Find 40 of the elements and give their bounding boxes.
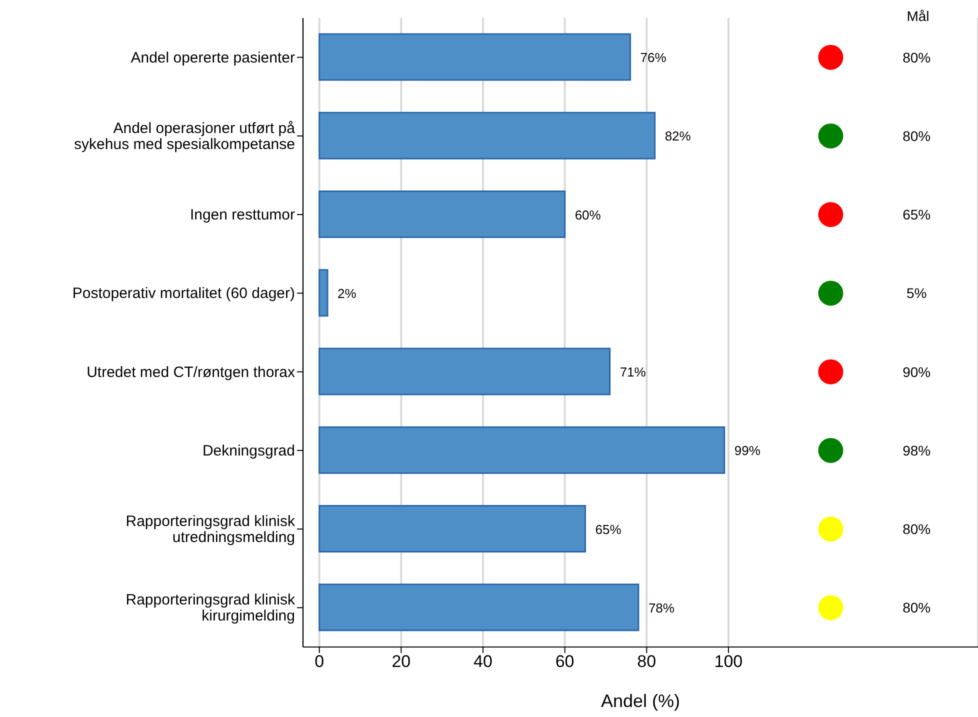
data-label: 99% [734,443,761,458]
y-tick-label: Andel operasjoner utført på sykehus med spesialkompetanse [74,120,296,153]
annotation: 80% [902,128,931,144]
bar [318,190,566,238]
x-tick-label: 60 [555,652,574,672]
x-tick-label: 40 [474,652,492,672]
annotation: 5% [906,285,927,302]
annotation: 80% [902,600,931,616]
y-tick-label: Postoperativ mortalitet (60 dager) [72,285,295,302]
x-axis-title: Andel (%) [600,691,680,711]
data-label: 78% [648,600,675,616]
data-label: 82% [664,128,692,144]
bar [318,584,640,632]
y-tick-label: Rapporteringsgrad klinisk kirurgimelding [126,592,296,625]
bar [318,505,586,552]
x-tick-label: 80 [637,652,656,672]
y-tick-label: Dekningsgrad [202,442,295,460]
bar [318,348,611,396]
x-tick-label: 0 [314,652,324,672]
data-label: 76% [640,50,667,65]
annotation: 80% [902,521,931,538]
data-label: 2% [338,286,357,301]
bar [318,269,328,317]
data-label: 60% [574,207,602,222]
annotation: 90% [902,364,931,380]
x-tick-label: 100 [714,652,743,672]
bar [318,112,656,160]
annotation: Mål [906,8,930,24]
annotation: 98% [902,442,931,458]
y-tick-label: Ingen resttumor [190,206,295,224]
bar [318,33,632,81]
y-tick-label: Rapporteringsgrad klinisk utredningsmelding [126,513,296,546]
data-label: 65% [595,522,622,537]
x-tick-label: 20 [392,652,411,672]
y-tick-label: Andel opererte pasienter [130,49,295,66]
bar [318,426,726,474]
annotation: 80% [902,49,931,66]
data-label: 71% [620,364,646,380]
y-tick-label: Utredet med CT/røntgen thorax [86,364,296,381]
annotation: 65% [902,206,931,223]
